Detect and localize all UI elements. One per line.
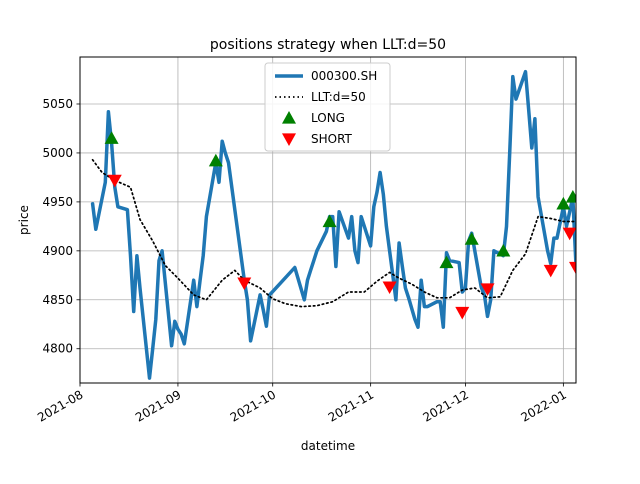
long-marker — [104, 131, 119, 144]
legend-label: 000300.SH — [311, 69, 377, 83]
series-line-llt — [91, 158, 576, 308]
long-marker — [208, 153, 223, 167]
short-marker — [237, 277, 252, 291]
legend-label: LONG — [311, 111, 345, 125]
legend-key-short — [282, 133, 296, 146]
legend-box — [264, 62, 391, 152]
short-marker — [543, 264, 558, 278]
y-axis-label: price — [17, 205, 31, 235]
short-marker — [107, 174, 122, 188]
series-layer — [90, 69, 576, 380]
legend-label: SHORT — [311, 132, 353, 146]
y-tick-label: 4950 — [42, 195, 73, 209]
x-axis-label: datetime — [301, 439, 355, 453]
legend-label: LLT:d=50 — [311, 90, 366, 104]
y-tick-label: 4800 — [42, 342, 73, 356]
plot-frame — [79, 56, 577, 384]
y-tick-label: 5050 — [42, 97, 73, 111]
short-marker — [480, 283, 495, 297]
short-marker — [455, 306, 470, 320]
legend: 000300.SH LLT:d=50 LONG SHORT — [264, 62, 391, 152]
series-line-000300-sh — [90, 69, 576, 380]
long-marker — [464, 232, 479, 245]
legend-key-long — [282, 111, 296, 124]
chart-title: positions strategy when LLT:d=50 — [210, 37, 446, 53]
y-tick-label: 5000 — [42, 146, 73, 160]
short-marker — [382, 281, 397, 295]
y-tick-label: 4850 — [42, 293, 73, 307]
long-marker — [565, 189, 576, 203]
long-marker — [439, 255, 454, 269]
short-marker — [562, 227, 576, 241]
long-marker — [556, 196, 571, 210]
short-marker — [569, 261, 576, 275]
y-tick-label: 4900 — [42, 244, 73, 258]
long-marker — [322, 214, 337, 228]
long-marker — [496, 243, 511, 257]
